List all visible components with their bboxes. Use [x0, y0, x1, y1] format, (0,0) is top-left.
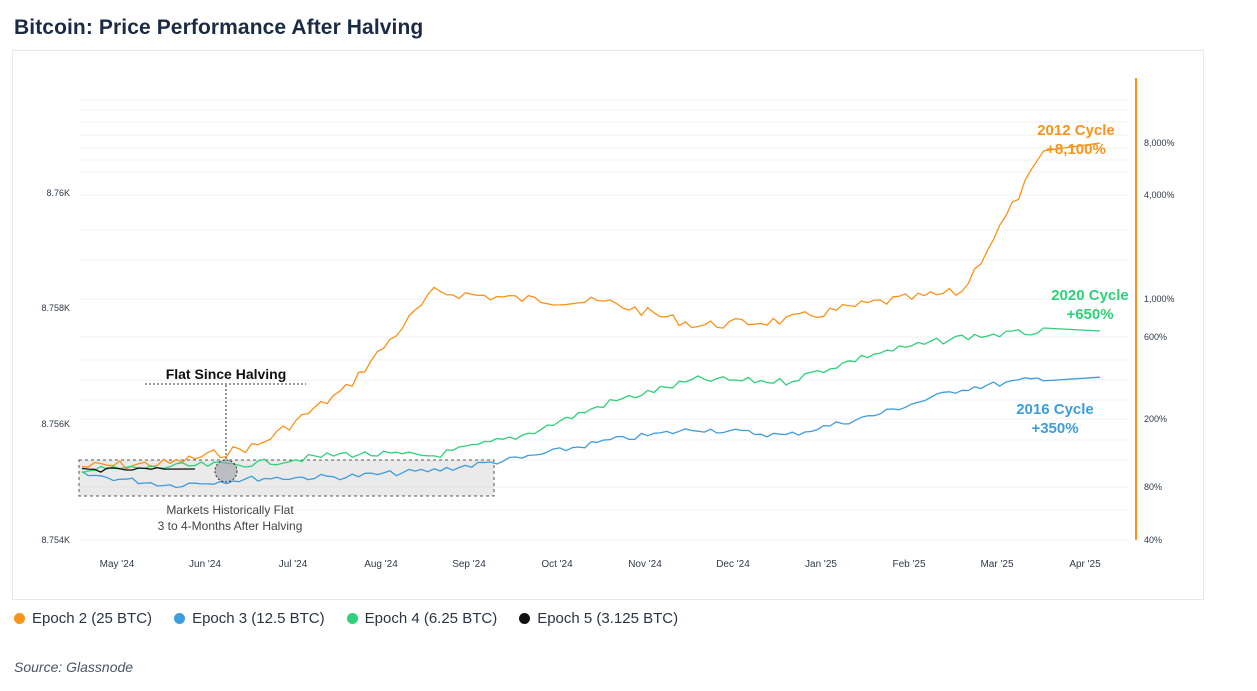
x-tick-label: Aug '24 [364, 559, 398, 570]
y-left-tick-label: 8.76K [46, 188, 70, 198]
x-tick-label: Dec '24 [716, 559, 750, 570]
series-lines [81, 142, 1101, 489]
y-right-tick-label: 4,000% [1144, 190, 1175, 200]
epoch-5-line [81, 466, 196, 473]
x-tick-label: Oct '24 [541, 559, 573, 570]
y-left-tick-label: 8.756K [41, 419, 70, 429]
y-axis-left: 8.76K 8.758K 8.756K 8.754K [41, 188, 70, 545]
chart-panel [12, 50, 1204, 600]
x-tick-label: Sep '24 [452, 559, 486, 570]
y-right-tick-label: 600% [1144, 332, 1167, 342]
source-note: Source: Glassnode [14, 659, 134, 675]
cycle-2016-label: 2016 Cycle [1016, 401, 1094, 418]
epoch-3-line [81, 376, 1101, 489]
epoch-4-line [81, 327, 1101, 474]
flat-marker-circle [214, 459, 238, 483]
x-tick-label: Nov '24 [628, 559, 662, 570]
cycle-2012-value: +8,100% [1046, 141, 1106, 158]
x-tick-label: Jan '25 [805, 559, 837, 570]
legend-item-epoch2[interactable]: Epoch 2 (25 BTC) [14, 610, 152, 627]
epoch-2-line [81, 142, 1101, 470]
cycle-2012-label: 2012 Cycle [1037, 122, 1115, 139]
y-right-tick-label: 80% [1144, 482, 1162, 492]
legend-item-epoch5[interactable]: Epoch 5 (3.125 BTC) [519, 610, 678, 627]
x-tick-label: Mar '25 [980, 559, 1013, 570]
chart-title: Bitcoin: Price Performance After Halving [14, 16, 424, 39]
cycle-2020-value: +650% [1066, 306, 1113, 323]
legend-label: Epoch 5 (3.125 BTC) [537, 610, 679, 627]
annotation-markets-flat-line2: 3 to 4-Months After Halving [158, 519, 303, 533]
legend-dot-icon [519, 613, 531, 624]
annotations: Flat Since Halving Markets Historically F… [145, 122, 1129, 533]
x-tick-label: Apr '25 [1069, 559, 1101, 570]
legend-label: Epoch 2 (25 BTC) [32, 610, 153, 627]
legend-label: Epoch 4 (6.25 BTC) [364, 610, 498, 627]
legend-dot-icon [174, 613, 186, 624]
annotation-markets-flat-line1: Markets Historically Flat [166, 503, 294, 517]
x-tick-label: Jul '24 [279, 559, 308, 570]
y-right-tick-label: 200% [1144, 414, 1167, 424]
x-tick-label: Jun '24 [189, 559, 221, 570]
legend-item-epoch4[interactable]: Epoch 4 (6.25 BTC) [346, 610, 498, 627]
y-axis-right: 8,000% 4,000% 1,000% 600% 200% 80% 40% [1135, 78, 1175, 545]
legend: Epoch 2 (25 BTC) Epoch 3 (12.5 BTC) Epoc… [14, 610, 678, 627]
y-right-tick-label: 8,000% [1144, 138, 1175, 148]
y-right-tick-label: 40% [1144, 535, 1162, 545]
y-left-tick-label: 8.754K [41, 535, 70, 545]
x-tick-label: May '24 [100, 559, 135, 570]
flat-region-box [78, 459, 495, 497]
x-axis: May '24 Jun '24 Jul '24 Aug '24 Sep '24 Oct '… [100, 559, 1101, 570]
legend-label: Epoch 3 (12.5 BTC) [192, 610, 325, 627]
legend-item-epoch3[interactable]: Epoch 3 (12.5 BTC) [174, 610, 325, 627]
grid-lines [80, 99, 1128, 541]
legend-dot-icon [14, 613, 25, 624]
flat-region-rect [78, 459, 495, 497]
annotation-flat-since-halving: Flat Since Halving [166, 366, 287, 382]
x-tick-label: Feb '25 [892, 559, 925, 570]
y-left-tick-label: 8.758K [41, 303, 70, 313]
cycle-2020-label: 2020 Cycle [1051, 287, 1129, 304]
cycle-2016-value: +350% [1031, 420, 1078, 437]
y-right-tick-label: 1,000% [1144, 294, 1175, 304]
legend-dot-icon [346, 613, 358, 624]
